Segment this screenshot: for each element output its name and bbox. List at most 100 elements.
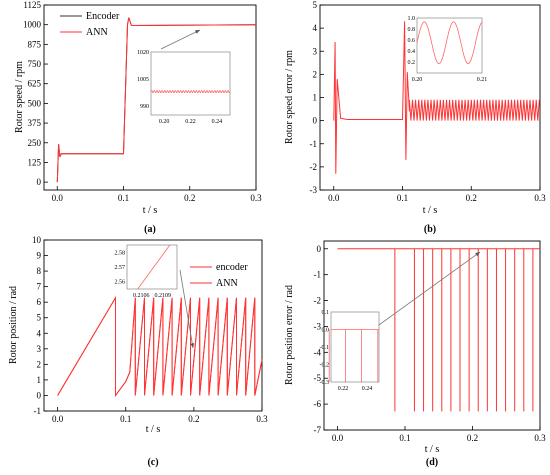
zoom-arrow-head [195, 30, 200, 34]
inset-series [150, 90, 231, 93]
y-tick-label: 4 [313, 23, 318, 33]
y-tick-label: 1125 [23, 0, 41, 10]
inset-y-tick-label: 0.2 [408, 60, 416, 66]
inset: 0.22 0.24 0.1 0.0 -0.1 -0.2 -0.3 [320, 310, 380, 392]
y-tick-label: 2 [37, 359, 42, 369]
panel-label: (c) [147, 457, 158, 468]
x-tick-label: 0.1 [118, 193, 129, 203]
y-tick-label: 7 [37, 282, 42, 292]
inset-x-tick-label: 0.24 [362, 386, 373, 392]
series-line-encoder [57, 295, 263, 398]
legend-label: Encoder [86, 11, 120, 22]
inset-y-tick-label: 2.57 [115, 265, 126, 271]
panel-d: 0.0 0.1 0.2 0.3 -7 -6 -5 -4 -3 -2 -1 0 t / s Rotor po… [284, 240, 546, 468]
legend-label: ANN [86, 27, 108, 38]
y-axis-label: Rotor position / rad [8, 286, 19, 364]
inset-x-tick-label: 0.2106 [133, 293, 150, 299]
panel-label: (b) [424, 224, 436, 235]
y-tick-label: 250 [28, 138, 42, 148]
y-axis-label: Rotor position error / rad [284, 285, 295, 385]
y-tick-label: 5 [313, 0, 318, 10]
zoom-arrow-head [190, 343, 195, 348]
y-tick-label: 500 [28, 98, 42, 108]
y-tick-label: 1000 [23, 20, 42, 30]
plot-frame [43, 239, 263, 412]
legend-label: encoder [216, 262, 248, 273]
y-tick-label: -1 [310, 139, 318, 149]
inset-y-tick-label: 0.1 [322, 310, 330, 316]
series-line-ann [56, 17, 257, 183]
y-tick-label: -5 [314, 373, 322, 383]
inset-x-tick-label: 0.22 [185, 119, 196, 125]
zoom-arrow-head [475, 252, 480, 257]
y-tick-label: 0 [313, 116, 318, 126]
y-tick-label: 375 [28, 118, 42, 128]
inset-y-tick-label: 0.0 [322, 328, 330, 334]
inset-y-tick-label: 2.56 [115, 280, 126, 286]
y-tick-label: 10 [32, 235, 42, 245]
panel-b: 0.0 0.1 0.2 0.3 -3 -2 -1 0 1 2 3 4 5 t / s Rotor speed… [284, 0, 546, 235]
x-tick-label: 0.0 [332, 433, 344, 443]
x-tick-label: 0.1 [399, 433, 410, 443]
inset-series [328, 329, 379, 382]
y-tick-label: -7 [314, 425, 322, 435]
y-tick-label: 625 [28, 79, 42, 89]
y-axis-label: Rotor speed error / rpm [284, 50, 295, 144]
inset-y-tick-label: -0.1 [320, 345, 330, 351]
x-tick-label: 0.3 [250, 193, 262, 203]
panel-label: (d) [426, 457, 438, 468]
x-axis-label: t / s [423, 205, 438, 216]
series-line-ann [57, 295, 263, 398]
y-tick-label: 1 [37, 375, 42, 385]
x-tick-label: 0.2 [184, 193, 195, 203]
x-tick-label: 0.2 [467, 433, 478, 443]
panel-a: 0.0 0.1 0.2 0.3 0 125 250 375 500 625 750 875 1000 11… [14, 0, 262, 235]
y-tick-label: 3 [37, 344, 42, 354]
y-tick-label: 5 [37, 313, 42, 323]
y-tick-label: 0 [37, 177, 42, 187]
y-tick-label: 125 [28, 157, 42, 167]
panel-label: (a) [144, 224, 156, 235]
zoom-arrow [378, 251, 481, 326]
y-axis-label: Rotor speed / rpm [14, 61, 25, 133]
x-tick-label: 0.2 [466, 193, 477, 203]
y-tick-label: 1 [313, 93, 318, 103]
inset-series [416, 21, 483, 64]
plot-frame [43, 4, 257, 191]
inset: 0.20 0.21 0.2 0.4 0.6 0.8 1.0 [408, 16, 488, 83]
inset-x-tick-label: 0.2109 [154, 293, 171, 299]
y-tick-label: 8 [37, 266, 42, 276]
x-tick-label: 0.2 [188, 414, 199, 424]
x-tick-label: 0.0 [52, 414, 64, 424]
x-axis-label: t / s [143, 205, 158, 216]
y-tick-label: 3 [313, 46, 318, 56]
inset-frame [416, 17, 483, 74]
x-tick-label: 0.3 [534, 433, 546, 443]
inset-y-tick-label: 0.6 [408, 38, 416, 44]
inset-y-tick-label: 1020 [137, 50, 149, 56]
inset-y-tick-label: 990 [140, 104, 149, 110]
y-tick-label: -1 [314, 270, 322, 280]
x-tick-label: 0.1 [120, 414, 131, 424]
inset: 0.2106 0.2109 2.56 2.57 2.58 [115, 244, 178, 299]
y-tick-label: 6 [37, 297, 42, 307]
inset-y-tick-label: -0.3 [320, 380, 330, 386]
y-tick-label: -4 [314, 347, 322, 357]
panel-c: 0.0 0.1 0.2 0.3 -1 0 1 2 3 4 5 6 7 8 9 10 t / s Rotor pos… [8, 235, 268, 468]
inset-x-tick-label: 0.24 [212, 119, 223, 125]
y-tick-label: -2 [314, 296, 322, 306]
y-tick-label: 9 [37, 251, 42, 261]
inset-x-tick-label: 0.21 [477, 77, 488, 83]
inset: 0.20 0.22 0.24 990 1005 1020 [137, 50, 231, 125]
inset-y-tick-label: 1005 [137, 77, 149, 83]
inset-frame [126, 244, 178, 290]
y-tick-label: -1 [34, 406, 42, 416]
zoom-arrow [160, 29, 201, 50]
inset-frame [330, 311, 380, 383]
inset-frame [150, 51, 231, 116]
x-tick-label: 0.1 [397, 193, 408, 203]
inset-x-tick-label: 0.20 [159, 119, 170, 125]
inset-series [137, 244, 171, 290]
series-line-error [333, 21, 540, 174]
